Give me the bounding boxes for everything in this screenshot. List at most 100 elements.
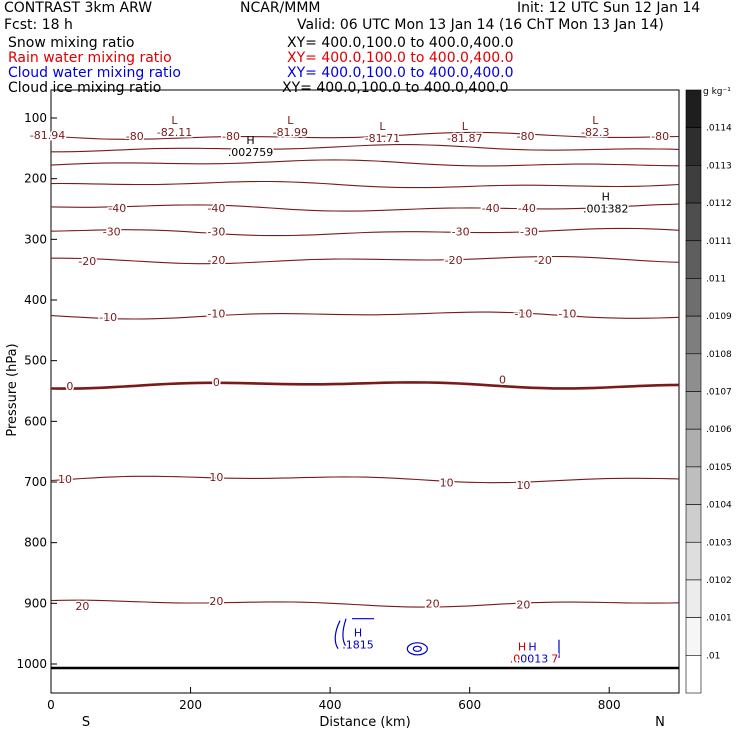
- colorbar-swatch: [685, 541, 702, 581]
- contour-line: [50, 180, 680, 189]
- colorbar-label: .0102: [706, 576, 732, 586]
- contour-label: -30: [103, 225, 121, 238]
- y-tick-label: 300: [24, 232, 47, 246]
- colorbar-label: .011: [706, 274, 726, 284]
- contour-label: 10: [209, 471, 223, 484]
- y-tick-label: 800: [24, 536, 47, 550]
- contour-line: [51, 255, 680, 265]
- init-time: Init: 12 UTC Sun 12 Jan 14: [517, 0, 701, 16]
- contour-label: -20: [534, 254, 552, 267]
- contour-line: [51, 144, 680, 153]
- contour-label: -10: [514, 307, 532, 320]
- y-tick-label: 200: [24, 172, 47, 186]
- extremum-value: -81.94: [30, 129, 65, 142]
- extremum-value: .0013: [517, 653, 549, 666]
- contour-label: -20: [207, 254, 225, 267]
- colorbar-label: .0107: [706, 388, 732, 398]
- x-tick-label: 600: [458, 698, 481, 712]
- extremum-value: .003: [510, 653, 535, 666]
- extremum-value: .1815: [342, 639, 374, 652]
- field-cloudwater-name: Cloud water mixing ratio: [8, 65, 181, 81]
- extremum-value: -81.99: [273, 126, 308, 139]
- contour-label: 20: [75, 600, 89, 613]
- south-label: S: [82, 715, 90, 730]
- contour-label: -80: [126, 130, 144, 143]
- colorbar-label: .0104: [706, 501, 732, 511]
- contour-label: -40: [108, 202, 126, 215]
- cloud-water-contour: [406, 642, 428, 656]
- plot-frame: [50, 89, 680, 694]
- colorbar-swatch: [685, 504, 702, 543]
- extremum-marker: H: [528, 641, 536, 654]
- colorbar-label: .0106: [706, 425, 732, 435]
- colorbar: .0114 .0113 .0112 .0111 .011 .0109 .0108 .0107.…: [685, 89, 732, 694]
- contour-line: [50, 599, 680, 608]
- contour-label: 0: [213, 376, 220, 389]
- model-title: CONTRAST 3km ARW: [4, 0, 153, 16]
- contour-label: -30: [520, 225, 538, 238]
- y-tick-label: 900: [24, 596, 47, 610]
- extremum-marker: L: [379, 120, 386, 133]
- extremum-marker: L: [287, 114, 294, 127]
- colorbar-label: .0111: [706, 237, 732, 247]
- contour-label: -30: [207, 225, 225, 238]
- contour-label: 0: [66, 380, 73, 393]
- y-tick-label: 700: [24, 475, 47, 489]
- colorbar-swatch: [685, 655, 702, 694]
- colorbar-swatch: [685, 353, 702, 392]
- contour-label: -10: [558, 307, 576, 320]
- contour-label: 10: [516, 479, 530, 492]
- x-tick-label: 0: [47, 698, 55, 712]
- colorbar-swatch: [685, 165, 702, 204]
- field-rain-name: Rain water mixing ratio: [8, 50, 172, 66]
- valid-time: Valid: 06 UTC Mon 13 Jan 14 (16 ChT Mon …: [297, 17, 664, 33]
- contour-labels: -80 -80 -80 -80 -40 -40 -40 -40 -30 -30 -30 -30 -20 -…: [56, 129, 670, 615]
- colorbar-swatch: [685, 240, 702, 279]
- contour-line: [50, 131, 680, 140]
- field-cloudice-xy: XY= 400.0,100.0 to 400.0,400.0: [282, 80, 509, 96]
- extremum-value: -81.71: [365, 132, 400, 145]
- extremum-value: .002759: [228, 146, 274, 159]
- contour-label: 20: [426, 597, 440, 610]
- colorbar-swatch: [685, 391, 702, 430]
- y-tick-label: 100: [24, 111, 47, 125]
- field-cloudwater-xy: XY= 400.0,100.0 to 400.0,400.0: [287, 65, 514, 81]
- contour-line: [50, 311, 680, 320]
- x-tick-label: 800: [598, 698, 621, 712]
- y-tick-label: 600: [24, 414, 47, 428]
- extremum-value: -82.3: [581, 126, 609, 139]
- contour-label: 20: [209, 595, 223, 608]
- extremum-marker: H: [354, 627, 362, 640]
- field-snow-name: Snow mixing ratio: [8, 35, 135, 51]
- colorbar-label: .0101: [706, 614, 732, 624]
- field-rain-xy: XY= 400.0,100.0 to 400.0,400.0: [287, 50, 514, 66]
- contour-label: -40: [482, 202, 500, 215]
- field-cloudice-name: Cloud ice mixing ratio: [8, 80, 162, 96]
- x-tick-label: 400: [319, 698, 342, 712]
- contour-line: [50, 475, 680, 484]
- extremum-value: -81.87: [447, 132, 482, 145]
- contour-label: 20: [516, 599, 530, 612]
- colorbar-label: .0103: [706, 538, 732, 548]
- contour-label: -20: [78, 255, 96, 268]
- y-axis-label: Pressure (hPa): [5, 343, 20, 436]
- contour-label: 0: [499, 373, 506, 386]
- extremum-value: -82.11: [157, 126, 192, 139]
- extremum-value: .001382: [583, 203, 629, 216]
- extremum-marker: H: [602, 191, 610, 204]
- contour-label: 10: [58, 473, 72, 486]
- colorbar-label: .0114: [706, 124, 732, 134]
- colorbar-swatch: [685, 278, 702, 317]
- extremum-marker: L: [462, 120, 469, 133]
- contour-label: -80: [651, 130, 669, 143]
- x-tick-label: 200: [179, 698, 202, 712]
- colorbar-label: .0112: [706, 199, 732, 209]
- colorbar-label: .0105: [706, 463, 732, 473]
- cloud-water-contour: [412, 645, 422, 652]
- temperature-contours: [50, 131, 680, 608]
- extremum-marker: L: [592, 114, 599, 127]
- extremum-marker: H: [518, 641, 526, 654]
- colorbar-label: .0113: [706, 161, 732, 171]
